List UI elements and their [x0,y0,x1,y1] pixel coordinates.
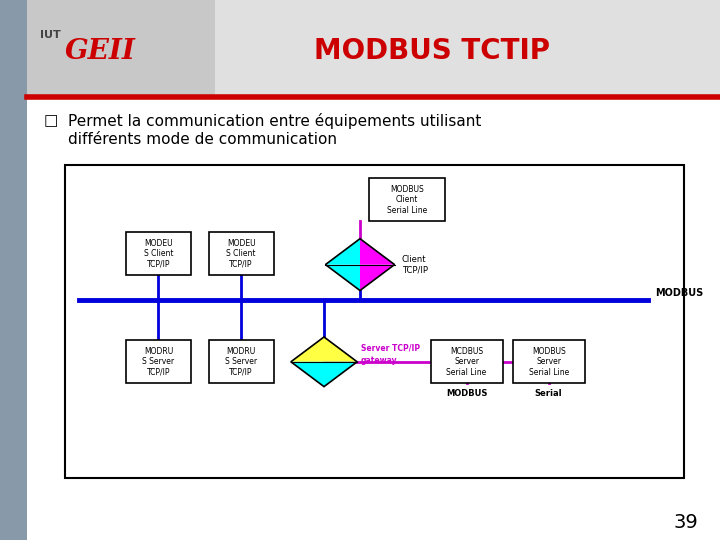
Text: gateway: gateway [361,356,397,366]
FancyBboxPatch shape [209,232,274,275]
FancyBboxPatch shape [513,340,585,383]
FancyBboxPatch shape [27,0,215,97]
FancyBboxPatch shape [27,0,720,97]
Text: 39: 39 [674,513,698,532]
Text: MODBUS
Server
Serial Line: MODBUS Server Serial Line [528,347,569,377]
FancyBboxPatch shape [0,0,27,540]
Polygon shape [325,239,360,265]
Text: Permet la communication entre équipements utilisant: Permet la communication entre équipement… [68,113,482,130]
FancyBboxPatch shape [369,178,444,221]
Text: MODBUS: MODBUS [446,389,487,398]
Text: MODRU
S Server
TCP/IP: MODRU S Server TCP/IP [225,347,257,377]
FancyBboxPatch shape [209,340,274,383]
Text: GEII: GEII [65,38,135,65]
FancyBboxPatch shape [431,340,503,383]
Text: MCDBUS
Server
Serial Line: MCDBUS Server Serial Line [446,347,487,377]
Text: MODEU
S Client
TCP/IP: MODEU S Client TCP/IP [144,239,173,269]
Polygon shape [360,265,395,291]
Polygon shape [324,337,357,362]
Text: Serial: Serial [535,389,562,398]
Polygon shape [324,362,357,387]
Text: IUT: IUT [40,30,60,40]
Text: Client
TCP/IP: Client TCP/IP [402,255,428,274]
FancyBboxPatch shape [126,232,191,275]
Text: différents mode de communication: différents mode de communication [68,132,338,147]
Text: □: □ [43,113,58,129]
Polygon shape [325,265,360,291]
Polygon shape [291,362,324,387]
Text: MODRU
S Server
TCP/IP: MODRU S Server TCP/IP [143,347,174,377]
FancyBboxPatch shape [126,340,191,383]
FancyBboxPatch shape [65,165,684,478]
Text: MODBUS TCTIP: MODBUS TCTIP [314,37,550,65]
Text: MODBUS: MODBUS [655,287,703,298]
Text: MODBUS
Client
Serial Line: MODBUS Client Serial Line [387,185,427,215]
Polygon shape [291,337,324,362]
Text: MODEU
S Client
TCP/IP: MODEU S Client TCP/IP [227,239,256,269]
Polygon shape [360,239,395,265]
Text: Server TCP/IP: Server TCP/IP [361,343,420,352]
